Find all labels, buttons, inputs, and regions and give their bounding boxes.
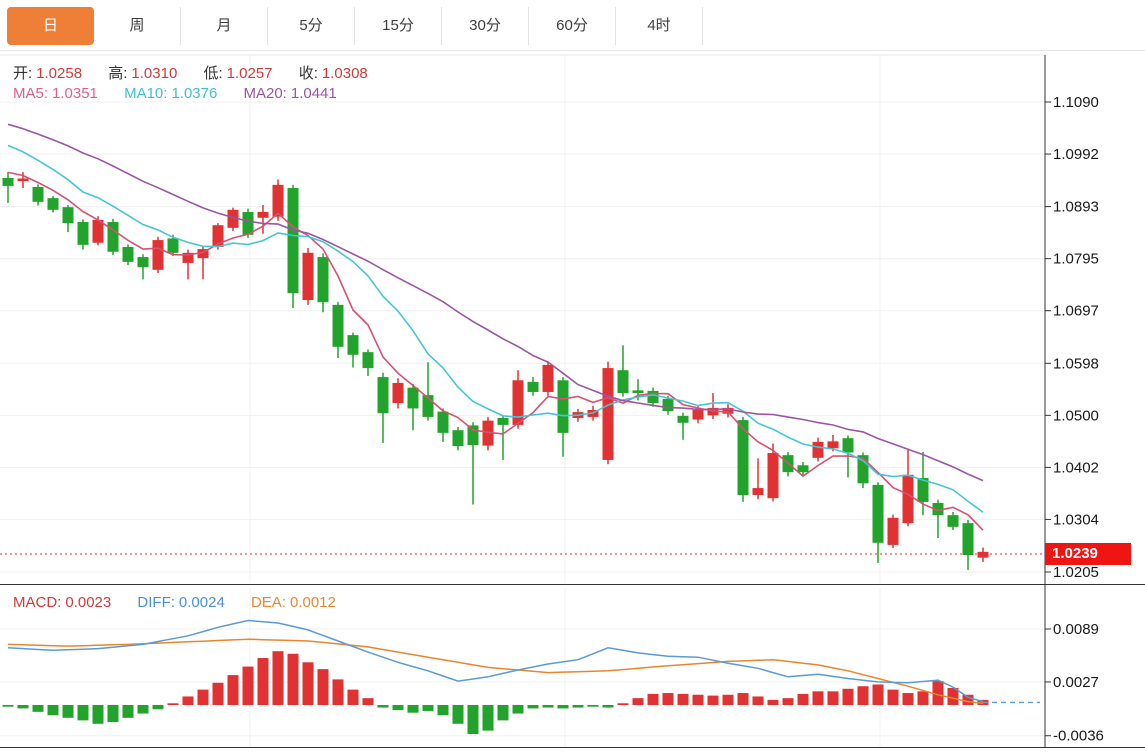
ma20-value: 1.0441	[290, 85, 337, 102]
y-axis-label: -0.0036	[1053, 728, 1104, 745]
panel-borders	[0, 54, 1145, 748]
y-axis: 1.1090 1.0992 1.0893 1.0795 1.0697 1.0598 1.05…	[1045, 94, 1104, 745]
dea-value: 0.0012	[289, 594, 336, 611]
y-axis-label: 0.0089	[1053, 621, 1099, 638]
tab-day[interactable]: 日	[7, 7, 94, 45]
close-label: 收:	[298, 65, 318, 82]
ma10-line	[7, 144, 984, 513]
low-label: 低:	[203, 65, 223, 82]
tab-60min[interactable]: 60分	[529, 7, 616, 45]
macd-legend: MACD: 0.0023 DIFF: 0.0024 DEA: 0.0012	[13, 594, 340, 611]
y-axis-label: 1.0992	[1053, 146, 1099, 163]
ma20-label: MA20:	[243, 85, 287, 102]
diff-line	[7, 619, 984, 703]
ma5-value: 1.0351	[52, 85, 98, 102]
ma20-line	[7, 123, 984, 482]
ma10-value: 1.0376	[171, 85, 218, 102]
diff-value: 0.0024	[178, 594, 225, 611]
macd-label: MACD:	[13, 594, 62, 611]
ohlc-legend: 开: 1.0258 高: 1.0310 低: 1.0257 收: 1.0308	[13, 62, 372, 83]
macd-histogram	[2, 651, 989, 735]
low-value: 1.0257	[226, 65, 273, 82]
open-value: 1.0258	[36, 65, 83, 82]
ma5-label: MA5:	[13, 85, 49, 102]
tab-5min[interactable]: 5分	[268, 7, 355, 45]
tab-4hour[interactable]: 4时	[616, 7, 703, 45]
tab-week[interactable]: 周	[94, 7, 181, 45]
high-label: 高:	[108, 65, 128, 82]
y-axis-label: 1.0893	[1053, 199, 1099, 216]
tab-15min[interactable]: 15分	[355, 7, 442, 45]
y-axis-label: 1.0304	[1053, 511, 1099, 528]
high-value: 1.0310	[131, 65, 178, 82]
diff-label: DIFF:	[137, 594, 175, 611]
period-tab-bar: 日周月 5分 15分 30分 60分 4时	[0, 0, 1145, 51]
y-axis-label: 1.0205	[1053, 564, 1099, 581]
y-axis-label: 1.0402	[1053, 459, 1099, 476]
y-axis-label: 1.0598	[1053, 355, 1099, 372]
candlestick-series	[2, 172, 989, 570]
ma-legend: MA5: 1.0351 MA10: 1.0376 MA20: 1.0441	[13, 85, 341, 102]
y-axis-label: 1.0500	[1053, 407, 1099, 424]
dea-label: DEA:	[250, 594, 286, 611]
current-price-badge: 1.0239	[1045, 543, 1131, 565]
y-axis-label: 1.1090	[1053, 94, 1099, 111]
tab-30min[interactable]: 30分	[442, 7, 529, 45]
open-label: 开:	[13, 65, 33, 82]
ma5-line	[7, 171, 984, 531]
y-axis-label: 0.0027	[1053, 674, 1099, 691]
macd-value: 0.0023	[65, 594, 112, 611]
dea-line	[7, 638, 984, 705]
tab-month[interactable]: 月	[181, 7, 268, 45]
y-axis-label: 1.0697	[1053, 303, 1099, 320]
y-axis-label: 1.0795	[1053, 251, 1099, 268]
ma10-label: MA10:	[124, 85, 168, 102]
close-value: 1.0308	[321, 65, 368, 82]
